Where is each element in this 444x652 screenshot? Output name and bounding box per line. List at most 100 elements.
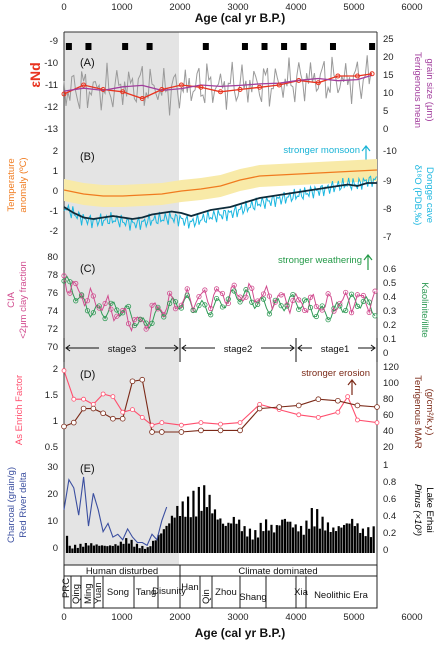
- as-point: [178, 422, 184, 428]
- kaolinite-point: [84, 308, 91, 314]
- mar-point: [276, 404, 282, 410]
- pinus-bar-29: [141, 545, 144, 553]
- pinus-bar-23: [125, 538, 128, 553]
- panel-a-left-label: εNd: [27, 62, 43, 87]
- c-left-label-1: CIA: [6, 291, 17, 308]
- pinus-bar-60: [224, 525, 227, 553]
- as-point: [81, 396, 86, 402]
- dynasty-shang: Shang: [239, 592, 266, 603]
- d-right-tick-3: 80: [383, 394, 394, 405]
- pinus-bar-97: [324, 530, 327, 553]
- b-right-label-2: Dongge cave: [424, 167, 435, 223]
- pinus-bar-65: [238, 519, 241, 553]
- pinus-bar-3: [71, 548, 74, 553]
- pinus-bar-18: [111, 545, 114, 553]
- pinus-bar-24: [127, 543, 131, 553]
- mar-point: [354, 402, 361, 409]
- weathering-note: stronger weathering: [278, 255, 362, 266]
- kaolinite-point: [331, 305, 337, 311]
- panel-d: (D) As Enrich Factor 2 1.5 1 0.5 120 100…: [14, 362, 435, 453]
- dated-level-marker-7: [261, 43, 268, 50]
- mar-point: [256, 405, 263, 412]
- dated-level-marker-2: [85, 43, 92, 50]
- pinus-bar-38: [165, 525, 168, 553]
- pinus-bar-46: [186, 496, 190, 553]
- pinus-bar-43: [178, 516, 182, 553]
- pinus-bar-107: [351, 518, 354, 553]
- c-right-tick-1: 0.6: [383, 264, 396, 275]
- c-left-label-2: <2μm clay fraction: [18, 261, 29, 339]
- pinus-bar-78: [273, 532, 276, 553]
- pinus-bar-62: [230, 523, 233, 553]
- e-right-tick-5: 0.2: [383, 528, 396, 539]
- cia-line: [63, 275, 376, 333]
- stage1-label-bg: [312, 341, 358, 355]
- cia-point: [290, 297, 296, 304]
- kaolinite-point: [190, 307, 196, 314]
- cia-point: [337, 300, 343, 307]
- pinus-bar-66: [240, 531, 243, 553]
- mar-point: [149, 429, 155, 435]
- terrigenous-mar-line: [63, 379, 378, 433]
- end-point: [218, 89, 223, 95]
- mar-point: [159, 429, 165, 435]
- b-left-tick-4: -1: [50, 206, 58, 217]
- kaolinite-point: [149, 320, 155, 326]
- e-right-label-2: Lake Erhai: [424, 487, 435, 532]
- pinus-bar-8: [84, 542, 87, 553]
- mar-point: [217, 427, 224, 434]
- pinus-bar-12: [95, 544, 98, 553]
- cia-point: [196, 293, 202, 300]
- top-tick-5000: 5000: [343, 2, 364, 13]
- bottom-tick-0: 0: [61, 612, 66, 623]
- c-right-tick-4: 0.3: [383, 306, 396, 317]
- as-point: [120, 409, 126, 415]
- panel-e-label: (E): [80, 463, 95, 475]
- kaolinite-point: [372, 313, 378, 319]
- stage3-label: stage3: [108, 344, 137, 355]
- kaolinite-point: [319, 303, 325, 309]
- cia-point: [231, 282, 237, 288]
- d-markers: [61, 368, 380, 435]
- cia-point: [131, 317, 138, 323]
- kaolinite-point: [96, 303, 102, 309]
- end-point: [159, 87, 165, 92]
- b-right-label-1: δ¹⁸O (PDB,‰): [412, 165, 423, 226]
- c-right-tick-5: 0.2: [383, 320, 396, 331]
- c-left-tick-6: 70: [47, 342, 58, 353]
- kaolinite-point: [272, 297, 278, 303]
- top-axis-title: Age (cal yr B.P.): [195, 11, 285, 25]
- bottom-tick-2000: 2000: [169, 612, 190, 623]
- pinus-bar-13: [98, 545, 101, 553]
- kaolinite-point: [108, 300, 114, 306]
- mar-point: [90, 405, 97, 412]
- pinus-bar-71: [254, 530, 257, 553]
- b-left-tick-2: 1: [53, 166, 58, 177]
- end-point: [257, 84, 263, 90]
- e-right-tick-4: 0.4: [383, 511, 396, 522]
- a-right-tick-5: 5: [383, 106, 388, 117]
- a-right-tick-4: 10: [383, 88, 394, 99]
- a-left-tick-5: -13: [44, 124, 58, 135]
- cia-point: [354, 292, 361, 298]
- bottom-tick-6000: 6000: [401, 612, 422, 623]
- pinus-bar-33: [152, 540, 155, 553]
- pinus-bar-1: [65, 535, 69, 553]
- as-point: [130, 407, 135, 413]
- end-line: [63, 73, 373, 100]
- kaolinite-point: [360, 298, 366, 305]
- pinus-bar-68: [246, 536, 249, 553]
- cia-point: [360, 292, 366, 299]
- dated-level-marker-10: [329, 43, 336, 50]
- pinus-bars: [65, 485, 375, 553]
- panel-a: (A) εNd -9 -10 -11 -12 -13 25 20 15 10 5…: [27, 34, 435, 135]
- pinus-bar-27: [135, 543, 139, 553]
- e-left-label-2: Red River delta: [18, 472, 29, 538]
- cia-point: [249, 285, 255, 291]
- dated-level-marker-8: [281, 43, 288, 50]
- pinus-bar-54: [208, 494, 211, 553]
- bottom-axis: 0 1000 2000 3000 4000 5000 6000 Age (cal…: [61, 612, 422, 640]
- panel-b: (B) Temperature anomaly (ºC) 2 1 0 -1 -2…: [6, 145, 435, 243]
- cia-point: [372, 288, 378, 294]
- pinus-bar-4: [74, 544, 77, 553]
